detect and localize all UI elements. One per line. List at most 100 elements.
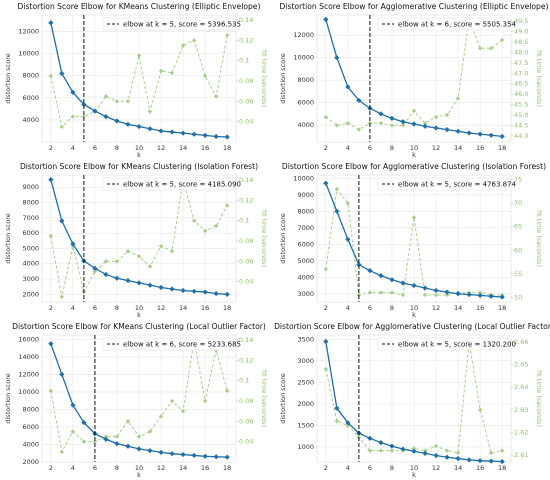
fit-time-point [477, 290, 483, 295]
y2-tick-label: 0.14 [239, 176, 253, 184]
y-axis-label: distortion score [4, 53, 12, 104]
distortion-point [455, 291, 461, 297]
x-tick-label: 16 [476, 304, 484, 312]
x-axis-label: k [137, 471, 141, 479]
fit-time-point [213, 223, 219, 228]
distortion-point [224, 291, 230, 297]
distortion-point [125, 443, 131, 449]
distortion-point [356, 97, 362, 104]
distortion-point [378, 440, 384, 446]
fit-time-point [224, 203, 230, 208]
y2-tick-label: 0.06 [239, 97, 253, 105]
distortion-point [202, 289, 208, 295]
fit-time-point [81, 114, 87, 119]
distortion-point [103, 271, 109, 278]
distortion-point [147, 282, 153, 288]
fit-time-point [92, 269, 98, 274]
y2-tick-label: 47.0 [514, 69, 528, 77]
fit-time-point [400, 292, 406, 298]
distortion-point [334, 55, 340, 61]
distortion-point [433, 287, 439, 294]
fit-time-point [367, 290, 373, 295]
y2-tick-label: 48.0 [514, 48, 528, 56]
x-tick-label: 8 [115, 304, 119, 312]
fit-time-point [488, 450, 494, 456]
legend-box [102, 337, 234, 351]
x-axis-label: k [137, 311, 141, 319]
y2-axis-label: fit time (seconds) [535, 370, 543, 427]
x-axis-label: k [412, 311, 416, 319]
y-tick-label: 2000 [297, 400, 314, 408]
x-tick-label: 12 [432, 304, 440, 312]
fit-time-point [213, 94, 219, 99]
distortion-point [180, 130, 186, 136]
distortion-point [389, 277, 395, 283]
distortion-point [136, 280, 142, 286]
x-tick-label: 10 [135, 464, 143, 472]
panel-title: Distortion Score Elbow for KMeans Cluste… [12, 322, 266, 331]
y-tick-label: 12000 [293, 31, 314, 39]
legend-label: elbow at k = 6, score = 5505.354 [398, 21, 517, 29]
fit-time-point [378, 448, 384, 453]
distortion-point [59, 371, 65, 378]
distortion-point [81, 101, 87, 108]
fit-time-point [202, 73, 208, 79]
distortion-point [389, 443, 395, 449]
y2-tick-label: 75 [514, 176, 522, 184]
y-tick-label: 8000 [22, 405, 39, 413]
legend-box [377, 177, 509, 191]
y-tick-label: 4000 [22, 116, 39, 124]
distortion-point [191, 131, 197, 137]
y-axis-label: distortion score [4, 373, 12, 424]
y2-tick-label: 46.0 [514, 90, 528, 98]
y2-tick-label: 47.5 [514, 59, 528, 67]
fit-time-point [158, 414, 164, 419]
fit-time-point [70, 114, 76, 119]
y2-tick-label: 0.06 [239, 417, 253, 425]
fit-time-point [433, 443, 439, 449]
x-tick-label: 14 [454, 304, 462, 312]
y2-tick-label: 65 [514, 223, 522, 231]
distortion-point [70, 89, 76, 95]
distortion-point [466, 291, 472, 298]
fit-time-point [356, 292, 362, 298]
y2-tick-label: 0.08 [239, 237, 253, 245]
y2-tick-label: 70 [514, 199, 522, 207]
x-tick-label: 10 [410, 464, 418, 472]
distortion-point [411, 121, 417, 127]
distortion-point [411, 282, 417, 289]
fit-time-point [147, 264, 153, 269]
y2-tick-label: 0.1 [239, 57, 249, 65]
y2-tick-label: 0.04 [239, 438, 253, 446]
fit-time-point [378, 121, 384, 126]
fit-time-point [400, 123, 406, 128]
x-tick-label: 18 [498, 144, 506, 152]
x-tick-label: 6 [368, 304, 372, 312]
fit-time-point [477, 407, 483, 413]
distortion-point [103, 114, 109, 120]
fit-time-point [114, 259, 120, 264]
fit-time-point [59, 294, 65, 300]
fit-time-point [158, 243, 164, 249]
fit-time-point [345, 121, 351, 126]
fit-time-point [147, 109, 153, 114]
distortion-point [147, 448, 153, 454]
y-tick-label: 3000 [22, 275, 39, 283]
y-tick-label: 2500 [297, 378, 314, 386]
fit-time-point [356, 127, 362, 132]
distortion-point [59, 218, 65, 224]
x-tick-label: 8 [115, 464, 119, 472]
distortion-point [345, 236, 351, 242]
y-tick-label: 10000 [18, 388, 39, 396]
legend-box [377, 337, 509, 351]
fit-time-point [345, 201, 351, 206]
fit-time-line [325, 187, 503, 296]
y2-axis-label: fit time (seconds) [535, 50, 543, 107]
y-tick-label: 6000 [22, 423, 39, 431]
distortion-point [411, 448, 417, 454]
fit-time-point [389, 290, 395, 295]
fit-time-point [422, 448, 428, 453]
fit-time-point [48, 388, 54, 394]
legend-label: elbow at k = 5, score = 1320.200 [398, 341, 516, 349]
